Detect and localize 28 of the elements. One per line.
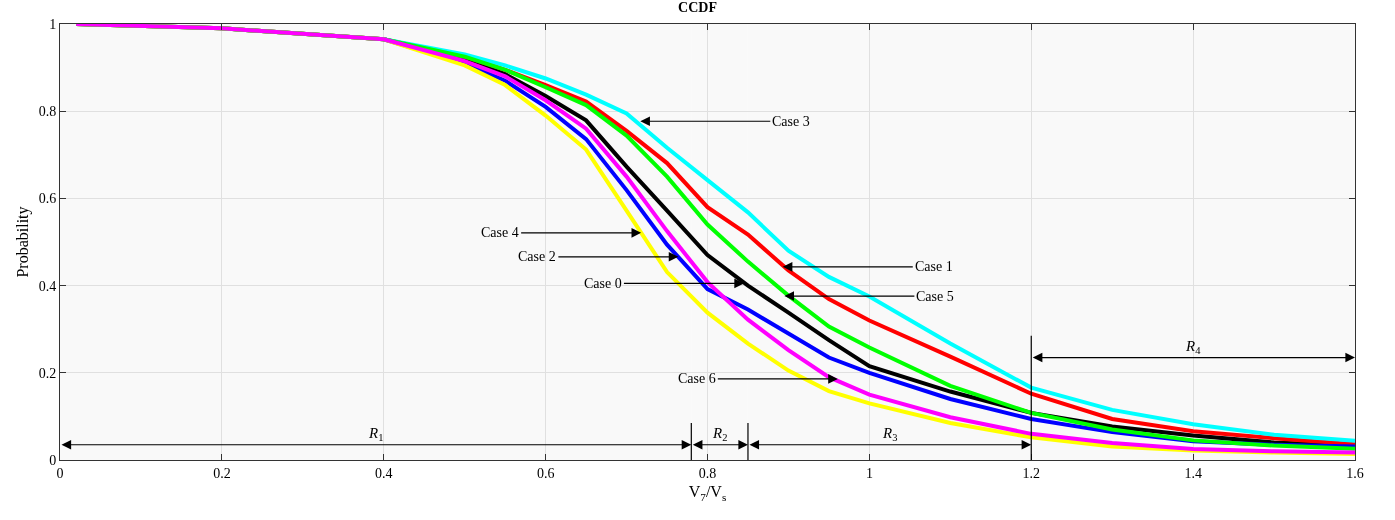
y-tick-label: 0.2 (38, 365, 57, 381)
annotation: Case 3 (772, 114, 810, 129)
y-tick-label: 0 (49, 452, 57, 468)
chart-title: CCDF (678, 0, 717, 16)
x-tick-label: 1.2 (1022, 465, 1040, 481)
x-tick-label: 1.6 (1346, 465, 1364, 481)
x-tick-label: 0.8 (698, 465, 717, 481)
y-tick-label: 1 (49, 16, 57, 32)
band-label: R$_{1}$ (368, 425, 384, 444)
y-tick-label: 0.4 (38, 278, 57, 294)
annotation: Case 5 (916, 289, 954, 304)
annotation: Case 0 (584, 276, 622, 291)
band-label: R$_{3}$ (882, 425, 898, 444)
annotation: Case 6 (678, 371, 716, 386)
annotation: Case 4 (481, 225, 519, 240)
annotation: Case 2 (518, 249, 556, 264)
x-tick-label: 0.2 (213, 465, 231, 481)
x-tick-label: 1 (865, 465, 873, 481)
y-axis-title: Probability (13, 206, 32, 278)
y-tick-label: 0.8 (38, 104, 57, 120)
x-tick-label: 1.4 (1184, 465, 1202, 481)
x-axis-title: V$_{7}$/V$_{s}$ (688, 483, 727, 503)
x-tick-label: 0.6 (536, 465, 555, 481)
band-label: R$_{4}$ (1185, 338, 1202, 357)
x-tick-label: 0.4 (375, 465, 393, 481)
annotation: Case 1 (915, 259, 953, 274)
band-label: R$_{2}$ (712, 425, 728, 444)
y-tick-label: 0.6 (38, 191, 57, 207)
